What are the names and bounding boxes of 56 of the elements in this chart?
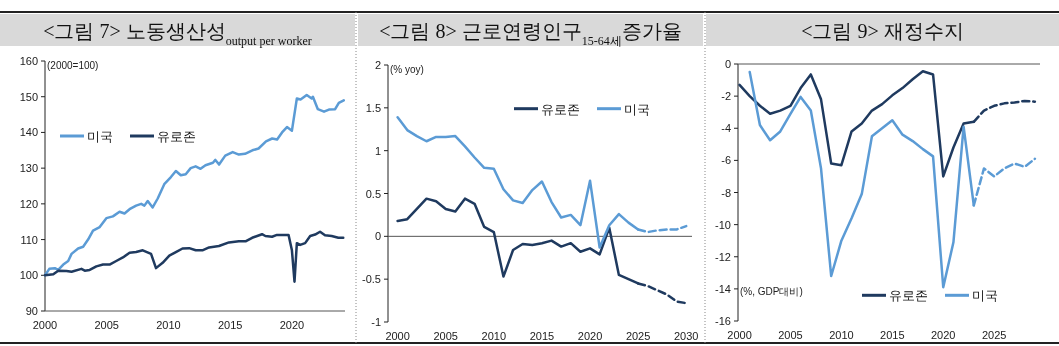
y-tick-label: 130	[19, 162, 38, 175]
x-tick-label: 2005	[94, 319, 119, 331]
y-tick-label: -1	[371, 316, 381, 328]
legend-label: 유로존	[157, 129, 196, 144]
chart-title: <그림 8> 근로연령인구$_{15-64세}$증가율	[379, 20, 682, 48]
legend-label: 미국	[624, 101, 650, 117]
y-tick-label: 0.5	[365, 187, 381, 200]
y-tick-label: -6	[721, 154, 731, 167]
x-tick-label: 2000	[385, 330, 410, 342]
y-tick-label: -14	[715, 282, 731, 295]
x-tick-label: 2015	[217, 319, 243, 331]
y-tick-label: 110	[20, 233, 38, 246]
x-tick-label: 2015	[529, 330, 555, 342]
legend-label: 미국	[87, 129, 113, 144]
y-tick-label: -12	[715, 250, 731, 263]
y-tick-label: 140	[19, 126, 38, 139]
y-tick-label: 1.5	[365, 101, 381, 114]
chart-title: <그림 9> 재정수지	[801, 20, 964, 42]
y-tick-label: 160	[19, 55, 38, 67]
x-tick-label: 2010	[829, 329, 854, 341]
x-tick-label: 2005	[433, 330, 458, 342]
x-tick-label: 2000	[32, 319, 58, 331]
x-tick-label: 2020	[577, 330, 603, 342]
y-tick-label: -4	[721, 122, 731, 135]
y-tick-label: 100	[19, 269, 38, 282]
annotation: (2000=100)	[47, 60, 99, 71]
line-series	[43, 93, 346, 277]
x-tick-label: 2010	[156, 319, 181, 331]
x-tick-label: 2000	[727, 329, 752, 341]
x-tick-label: 2020	[931, 329, 956, 341]
chart-title: <그림 7> 노동생산성$_{output per worker}$	[43, 20, 312, 48]
annotation: (%, GDP대비)	[740, 286, 803, 297]
y-tick-label: 90	[25, 305, 38, 317]
y-tick-label: -10	[715, 218, 731, 231]
y-tick-label: -0.5	[362, 273, 381, 286]
legend-label: 유로존	[541, 101, 580, 117]
y-tick-label: -16	[715, 315, 731, 327]
y-tick-label: 120	[19, 197, 38, 210]
annotation: (% yoy)	[390, 64, 424, 75]
legend-label: 미국	[972, 288, 998, 304]
y-tick-label: 0	[724, 58, 731, 70]
x-tick-label: 2025	[625, 330, 651, 342]
x-tick-label: 2025	[981, 329, 1007, 341]
y-tick-label: 2	[374, 59, 381, 71]
y-tick-label: 1	[374, 144, 381, 157]
y-tick-label: -2	[721, 90, 731, 103]
x-tick-label: 2010	[481, 330, 507, 342]
y-tick-label: -8	[721, 186, 731, 199]
x-tick-label: 2020	[279, 319, 305, 331]
y-tick-label: 150	[19, 90, 38, 103]
x-tick-label: 2030	[673, 330, 699, 342]
line-series	[43, 230, 345, 283]
legend-label: 유로존	[889, 288, 928, 304]
y-tick-label: 0	[374, 230, 381, 243]
x-tick-label: 2005	[778, 329, 803, 341]
x-tick-label: 2015	[880, 329, 905, 341]
